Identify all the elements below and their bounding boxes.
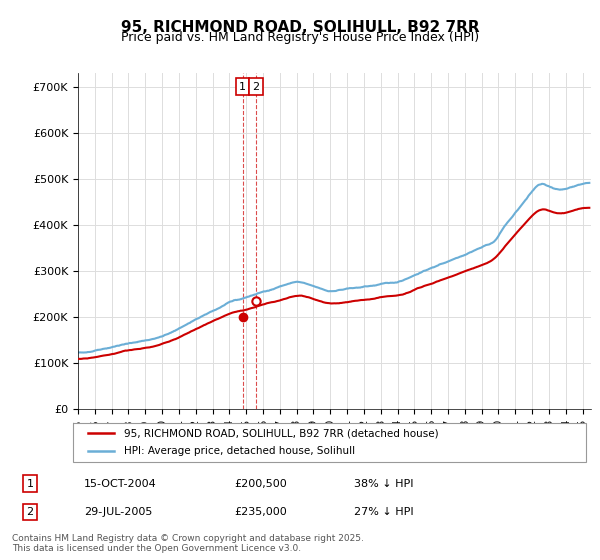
Text: £200,500: £200,500: [234, 479, 287, 489]
Text: Contains HM Land Registry data © Crown copyright and database right 2025.
This d: Contains HM Land Registry data © Crown c…: [12, 534, 364, 553]
Text: 38% ↓ HPI: 38% ↓ HPI: [354, 479, 413, 489]
Text: 27% ↓ HPI: 27% ↓ HPI: [354, 507, 413, 517]
Text: 1: 1: [26, 479, 34, 489]
Text: 29-JUL-2005: 29-JUL-2005: [84, 507, 152, 517]
Text: Price paid vs. HM Land Registry's House Price Index (HPI): Price paid vs. HM Land Registry's House …: [121, 31, 479, 44]
Text: 2: 2: [253, 82, 260, 92]
Text: 15-OCT-2004: 15-OCT-2004: [84, 479, 157, 489]
Text: 95, RICHMOND ROAD, SOLIHULL, B92 7RR (detached house): 95, RICHMOND ROAD, SOLIHULL, B92 7RR (de…: [124, 428, 439, 438]
FancyBboxPatch shape: [73, 423, 586, 461]
Text: 1: 1: [239, 82, 246, 92]
Text: 2: 2: [26, 507, 34, 517]
Text: 95, RICHMOND ROAD, SOLIHULL, B92 7RR: 95, RICHMOND ROAD, SOLIHULL, B92 7RR: [121, 20, 479, 35]
Text: HPI: Average price, detached house, Solihull: HPI: Average price, detached house, Soli…: [124, 446, 355, 456]
Text: £235,000: £235,000: [234, 507, 287, 517]
